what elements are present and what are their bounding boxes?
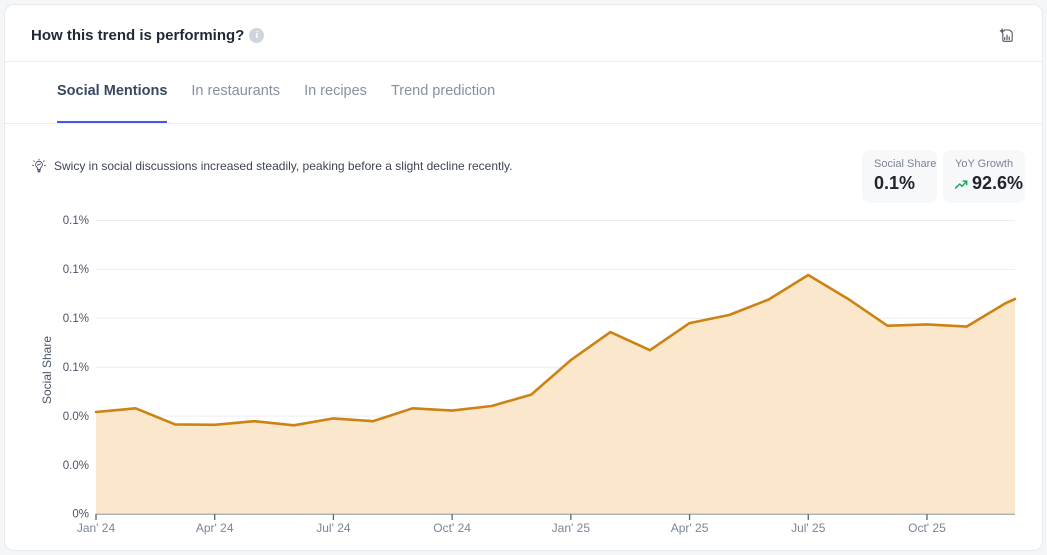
svg-text:Jul' 24: Jul' 24 xyxy=(316,521,351,535)
svg-text:0.1%: 0.1% xyxy=(63,264,89,276)
svg-text:0.1%: 0.1% xyxy=(63,313,89,325)
svg-text:0.1%: 0.1% xyxy=(63,215,89,227)
svg-text:0%: 0% xyxy=(72,509,89,521)
svg-text:0.0%: 0.0% xyxy=(63,460,89,472)
svg-text:0.1%: 0.1% xyxy=(63,362,89,374)
svg-text:Apr' 25: Apr' 25 xyxy=(671,521,709,535)
svg-text:Jul' 25: Jul' 25 xyxy=(791,521,826,535)
svg-text:Apr' 24: Apr' 24 xyxy=(196,521,234,535)
svg-text:Oct' 24: Oct' 24 xyxy=(433,521,471,535)
svg-text:Jan' 25: Jan' 25 xyxy=(552,521,591,535)
svg-text:Oct' 25: Oct' 25 xyxy=(908,521,946,535)
svg-text:0.0%: 0.0% xyxy=(63,411,89,423)
svg-text:Jan' 24: Jan' 24 xyxy=(77,521,116,535)
